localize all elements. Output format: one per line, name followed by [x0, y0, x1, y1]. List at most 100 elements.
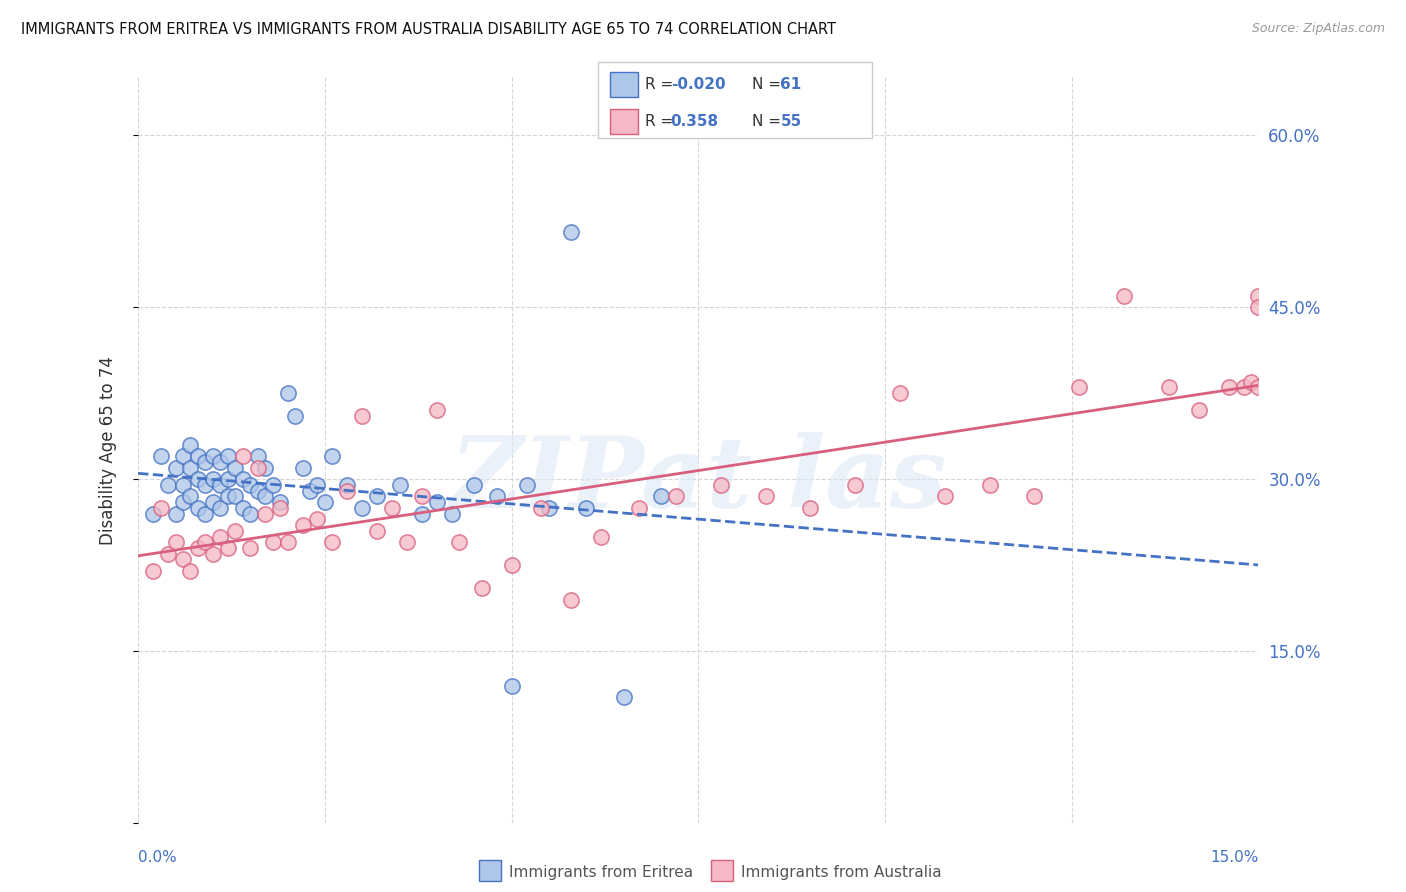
Point: [1232, 380, 1254, 394]
Point: [799, 500, 821, 515]
Point: [201, 547, 224, 561]
Point: [165, 460, 187, 475]
Point: [298, 483, 321, 498]
Point: [224, 460, 246, 475]
Point: [440, 507, 463, 521]
Point: [352, 409, 374, 423]
Point: [314, 495, 336, 509]
Text: 0.0%: 0.0%: [138, 850, 177, 865]
Point: [307, 512, 329, 526]
Point: [201, 472, 224, 486]
Point: [627, 500, 650, 515]
Point: [1247, 380, 1270, 394]
Point: [142, 564, 165, 578]
Point: [165, 535, 187, 549]
Point: [336, 483, 359, 498]
Point: [463, 478, 485, 492]
Point: [844, 478, 866, 492]
Point: [217, 449, 239, 463]
Point: [411, 489, 433, 503]
Point: [560, 592, 582, 607]
Point: [232, 500, 254, 515]
Point: [254, 507, 277, 521]
Point: [754, 489, 776, 503]
Point: [291, 518, 314, 533]
Point: [246, 449, 269, 463]
Point: [291, 460, 314, 475]
Point: [187, 541, 209, 555]
Point: [321, 535, 343, 549]
Point: [262, 535, 284, 549]
Point: [411, 507, 433, 521]
Point: [179, 460, 201, 475]
Point: [172, 495, 194, 509]
Point: [449, 535, 471, 549]
Point: [187, 472, 209, 486]
Point: [194, 507, 217, 521]
Point: [1247, 300, 1270, 314]
Text: -0.020: -0.020: [671, 77, 725, 92]
Point: [217, 489, 239, 503]
Point: [366, 489, 388, 503]
Text: 15.0%: 15.0%: [1211, 850, 1258, 865]
Point: [889, 386, 911, 401]
Point: [172, 449, 194, 463]
Point: [1188, 403, 1211, 417]
Point: [239, 478, 262, 492]
Point: [157, 478, 180, 492]
Point: [269, 495, 291, 509]
Point: [194, 478, 217, 492]
Y-axis label: Disability Age 65 to 74: Disability Age 65 to 74: [100, 356, 117, 545]
Point: [1157, 380, 1180, 394]
Point: [336, 478, 359, 492]
Point: [284, 409, 307, 423]
Point: [277, 386, 299, 401]
Text: 0.358: 0.358: [671, 114, 718, 129]
Point: [246, 483, 269, 498]
Point: [501, 558, 523, 573]
Point: [165, 507, 187, 521]
Point: [179, 489, 201, 503]
Point: [613, 690, 636, 705]
Point: [142, 507, 165, 521]
Point: [710, 478, 733, 492]
Point: [157, 547, 180, 561]
Point: [224, 489, 246, 503]
Point: [426, 495, 449, 509]
Point: [209, 455, 232, 469]
Point: [934, 489, 956, 503]
Text: N =: N =: [752, 77, 786, 92]
Point: [149, 449, 172, 463]
Point: [426, 403, 449, 417]
Point: [530, 500, 553, 515]
Point: [485, 489, 508, 503]
Text: R =: R =: [645, 114, 679, 129]
Point: [201, 449, 224, 463]
Point: [254, 489, 277, 503]
Point: [187, 449, 209, 463]
Text: Source: ZipAtlas.com: Source: ZipAtlas.com: [1251, 22, 1385, 36]
Point: [209, 530, 232, 544]
Point: [1218, 380, 1240, 394]
Point: [501, 679, 523, 693]
Point: [979, 478, 1001, 492]
Point: [201, 495, 224, 509]
Point: [321, 449, 343, 463]
Point: [1024, 489, 1046, 503]
Point: [352, 500, 374, 515]
Point: [179, 564, 201, 578]
Point: [381, 500, 404, 515]
Point: [366, 524, 388, 538]
Point: [172, 552, 194, 566]
Point: [388, 478, 411, 492]
Point: [149, 500, 172, 515]
Point: [172, 478, 194, 492]
Point: [239, 507, 262, 521]
Text: 55: 55: [780, 114, 801, 129]
Point: [187, 500, 209, 515]
Point: [591, 530, 613, 544]
Point: [232, 449, 254, 463]
Point: [516, 478, 538, 492]
Point: [254, 460, 277, 475]
Point: [232, 472, 254, 486]
